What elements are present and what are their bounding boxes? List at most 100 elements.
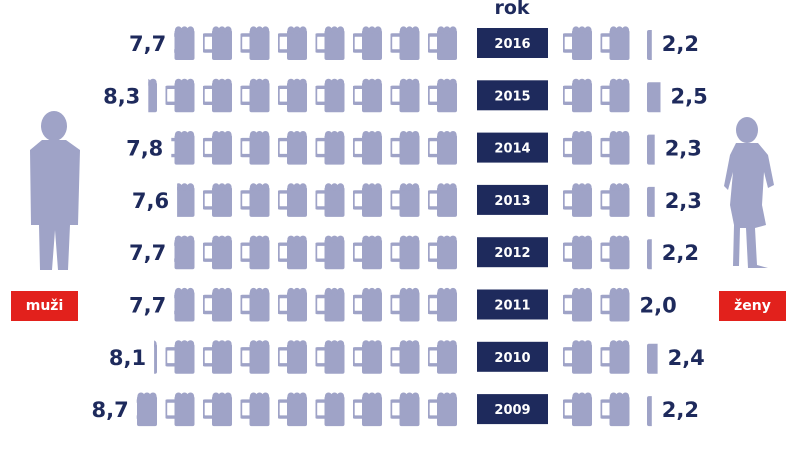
year-box: [477, 237, 548, 268]
women-mug-partial: [647, 239, 652, 270]
men-mug: [315, 26, 345, 60]
men-mug: [203, 26, 232, 60]
row-2011: 7,7 2011 2,0: [129, 287, 677, 322]
year-label: 2009: [494, 403, 530, 418]
men-mug: [315, 78, 345, 113]
women-mug: [600, 235, 630, 270]
men-value-label: 7,7: [129, 32, 166, 56]
men-mug: [203, 340, 232, 374]
men-mug: [203, 392, 232, 427]
men-mug: [240, 287, 270, 322]
men-mug: [315, 392, 345, 427]
row-2014: 7,8 2014 2,3: [126, 131, 702, 165]
year-box: [477, 132, 548, 163]
year-column-header: rok: [494, 0, 529, 19]
men-mug: [315, 183, 345, 217]
women-mug: [600, 392, 630, 427]
women-value-label: 2,0: [640, 294, 677, 318]
men-mug: [390, 235, 420, 270]
men-mug: [203, 131, 232, 165]
men-mug: [428, 131, 457, 165]
year-label: 2014: [494, 142, 530, 157]
men-mug-partial: [174, 287, 195, 322]
men-mug: [428, 392, 457, 427]
men-label-badge: muži: [11, 291, 78, 321]
men-mug: [203, 287, 232, 322]
men-mug: [278, 131, 307, 165]
men-mug: [390, 183, 420, 217]
men-mug: [240, 131, 270, 165]
year-box: [477, 394, 548, 425]
year-box: [477, 28, 548, 58]
men-mug: [278, 287, 307, 322]
women-mug: [563, 26, 592, 60]
man-silhouette-icon: [30, 111, 80, 270]
year-label: 2013: [494, 194, 530, 209]
men-value-label: 7,7: [129, 241, 166, 265]
women-mug: [563, 183, 592, 217]
year-box: [477, 184, 548, 215]
women-mug: [600, 26, 630, 60]
men-mug: [278, 235, 307, 270]
men-mug: [353, 392, 382, 427]
men-mug: [390, 287, 420, 322]
men-mug: [165, 78, 195, 113]
row-2009: 8,7 2009 2,2: [91, 392, 699, 427]
men-mug: [390, 392, 420, 427]
men-mug: [353, 78, 382, 113]
men-mug: [353, 183, 382, 217]
men-mug: [428, 340, 457, 374]
men-mug: [390, 340, 420, 374]
row-2015: 8,3 2015 2,5: [103, 78, 708, 113]
women-mug-partial: [647, 82, 661, 113]
year-label: 2015: [494, 89, 530, 104]
year-label: 2010: [494, 351, 530, 366]
men-mug: [240, 392, 270, 427]
row-2016: 7,7 2016 2,2: [129, 26, 699, 60]
women-value-label: 2,3: [665, 189, 702, 213]
men-mug: [278, 340, 307, 374]
men-mug-partial: [171, 131, 195, 165]
men-mug: [390, 78, 420, 113]
men-mug: [315, 340, 345, 374]
year-label: 2016: [494, 37, 530, 52]
men-mug-partial: [174, 235, 195, 270]
men-mug-partial: [154, 340, 157, 374]
men-mug: [428, 26, 457, 60]
women-value-label: 2,3: [665, 137, 702, 161]
women-mug-partial: [647, 396, 652, 427]
women-value-label: 2,4: [668, 346, 705, 370]
men-value-label: 7,8: [126, 137, 163, 161]
women-mug: [563, 131, 592, 165]
men-mug: [165, 340, 195, 374]
men-mug: [278, 392, 307, 427]
row-2013: 7,6 2013 2,3: [132, 183, 702, 217]
men-mug: [165, 392, 195, 427]
men-mug: [240, 340, 270, 374]
men-mug: [315, 235, 345, 270]
men-mug-partial: [136, 392, 157, 427]
year-label: 2012: [494, 246, 530, 261]
woman-silhouette-icon: [724, 117, 774, 268]
men-mug: [390, 26, 420, 60]
men-value-label: 7,6: [132, 189, 169, 213]
men-mug: [203, 78, 232, 113]
men-value-label: 8,1: [109, 346, 146, 370]
men-mug: [315, 131, 345, 165]
men-value-label: 8,3: [103, 84, 140, 108]
men-mug-partial: [148, 78, 157, 113]
year-box: [477, 289, 548, 320]
women-mug: [600, 78, 630, 113]
row-2012: 7,7 2012 2,2: [129, 235, 699, 270]
men-mug-partial: [177, 183, 195, 217]
women-mug: [600, 340, 630, 374]
men-mug: [353, 287, 382, 322]
women-mug: [600, 131, 630, 165]
men-value-label: 8,7: [91, 398, 128, 422]
men-mug: [203, 183, 232, 217]
women-mug: [563, 235, 592, 270]
women-mug: [563, 287, 592, 322]
men-mug: [353, 340, 382, 374]
men-mug: [353, 131, 382, 165]
